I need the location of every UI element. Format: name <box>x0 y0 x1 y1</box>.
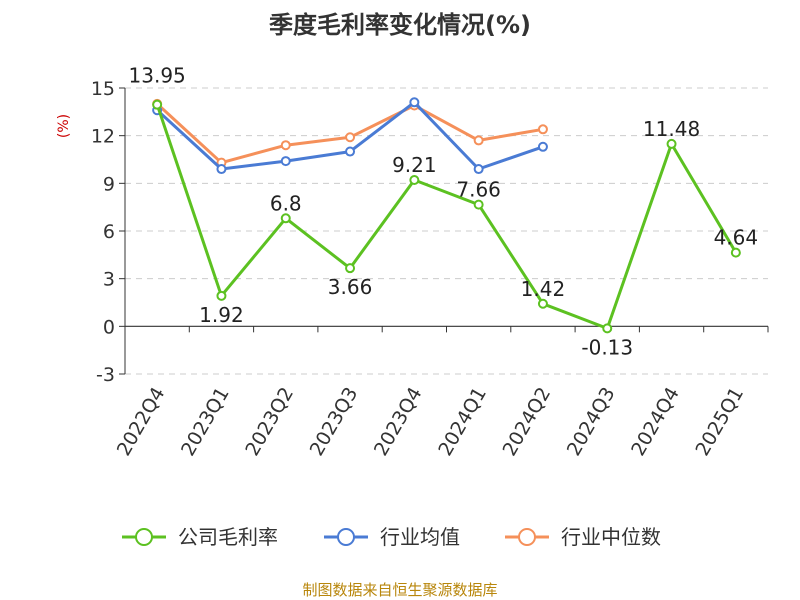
y-tick-label: 3 <box>103 269 115 291</box>
series-point-0[interactable] <box>409 174 420 185</box>
series-point-0[interactable] <box>345 263 356 274</box>
x-tick-label: 2023Q2 <box>241 384 298 460</box>
legend-swatch-marker <box>337 528 355 546</box>
y-axis-unit: (%) <box>56 114 72 138</box>
chart-title: 季度毛利率变化情况(%) <box>269 11 531 39</box>
series-point-2[interactable] <box>345 132 356 143</box>
x-tick-label: 2024Q1 <box>434 384 491 460</box>
series-lines <box>152 97 741 334</box>
series-point-2[interactable] <box>537 124 548 135</box>
series-point-0[interactable] <box>473 199 484 210</box>
data-label: 4.64 <box>714 226 759 250</box>
series-point-2[interactable] <box>473 135 484 146</box>
data-label: 7.66 <box>456 178 501 202</box>
x-tick-label: 2022Q4 <box>113 384 170 460</box>
series-point-0[interactable] <box>730 247 741 258</box>
x-tick-label: 2024Q4 <box>627 384 684 460</box>
x-tick-label: 2023Q3 <box>306 384 363 460</box>
data-label: 3.66 <box>328 275 373 299</box>
series-point-1[interactable] <box>216 164 227 175</box>
series-line-0 <box>155 104 738 330</box>
series-point-1[interactable] <box>473 164 484 175</box>
series-point-0[interactable] <box>280 213 291 224</box>
y-tick-label: 12 <box>91 126 115 148</box>
legend-item-label[interactable]: 行业中位数 <box>561 525 661 549</box>
legend-swatch-marker <box>135 528 153 546</box>
y-tick-label: 15 <box>91 78 115 100</box>
x-tick-label: 2024Q3 <box>563 384 620 460</box>
series-point-0[interactable] <box>216 290 227 301</box>
source-note: 制图数据来自恒生聚源数据库 <box>302 581 497 599</box>
series-point-0[interactable] <box>602 323 613 334</box>
legend-swatch-marker <box>518 528 536 546</box>
series-point-1[interactable] <box>345 146 356 157</box>
data-label: 9.21 <box>392 153 437 177</box>
series-point-1[interactable] <box>409 97 420 108</box>
y-tick-label: 6 <box>103 221 115 243</box>
data-label: 1.92 <box>199 303 244 327</box>
series-point-1[interactable] <box>537 141 548 152</box>
data-label: 6.8 <box>270 191 302 215</box>
data-label: 11.48 <box>643 117 700 141</box>
legend-item-label[interactable]: 行业均值 <box>380 525 460 549</box>
data-labels: 13.95 1.92 6.8 3.66 9.21 7.66 1.42 -0.13 11.48 4.… <box>129 64 759 360</box>
series-point-0[interactable] <box>152 99 163 110</box>
data-label: -0.13 <box>581 335 633 359</box>
data-label: 1.42 <box>521 277 566 301</box>
series-point-0[interactable] <box>666 138 677 149</box>
series-point-0[interactable] <box>537 298 548 309</box>
series-point-1[interactable] <box>280 156 291 167</box>
y-tick-label: -3 <box>96 364 115 386</box>
y-tick-label: 0 <box>103 316 115 338</box>
legend-item-label[interactable]: 公司毛利率 <box>178 525 278 549</box>
x-tick-label: 2024Q2 <box>499 384 556 460</box>
series-point-2[interactable] <box>280 140 291 151</box>
data-label: 13.95 <box>129 64 186 88</box>
legend[interactable]: 公司毛利率 行业均值 行业中位数 <box>122 525 661 549</box>
x-tick-label: 2023Q1 <box>177 384 234 460</box>
x-tick-label: 2023Q4 <box>370 384 427 460</box>
y-tick-label: 9 <box>103 173 115 195</box>
x-tick-label: 2025Q1 <box>691 384 748 460</box>
